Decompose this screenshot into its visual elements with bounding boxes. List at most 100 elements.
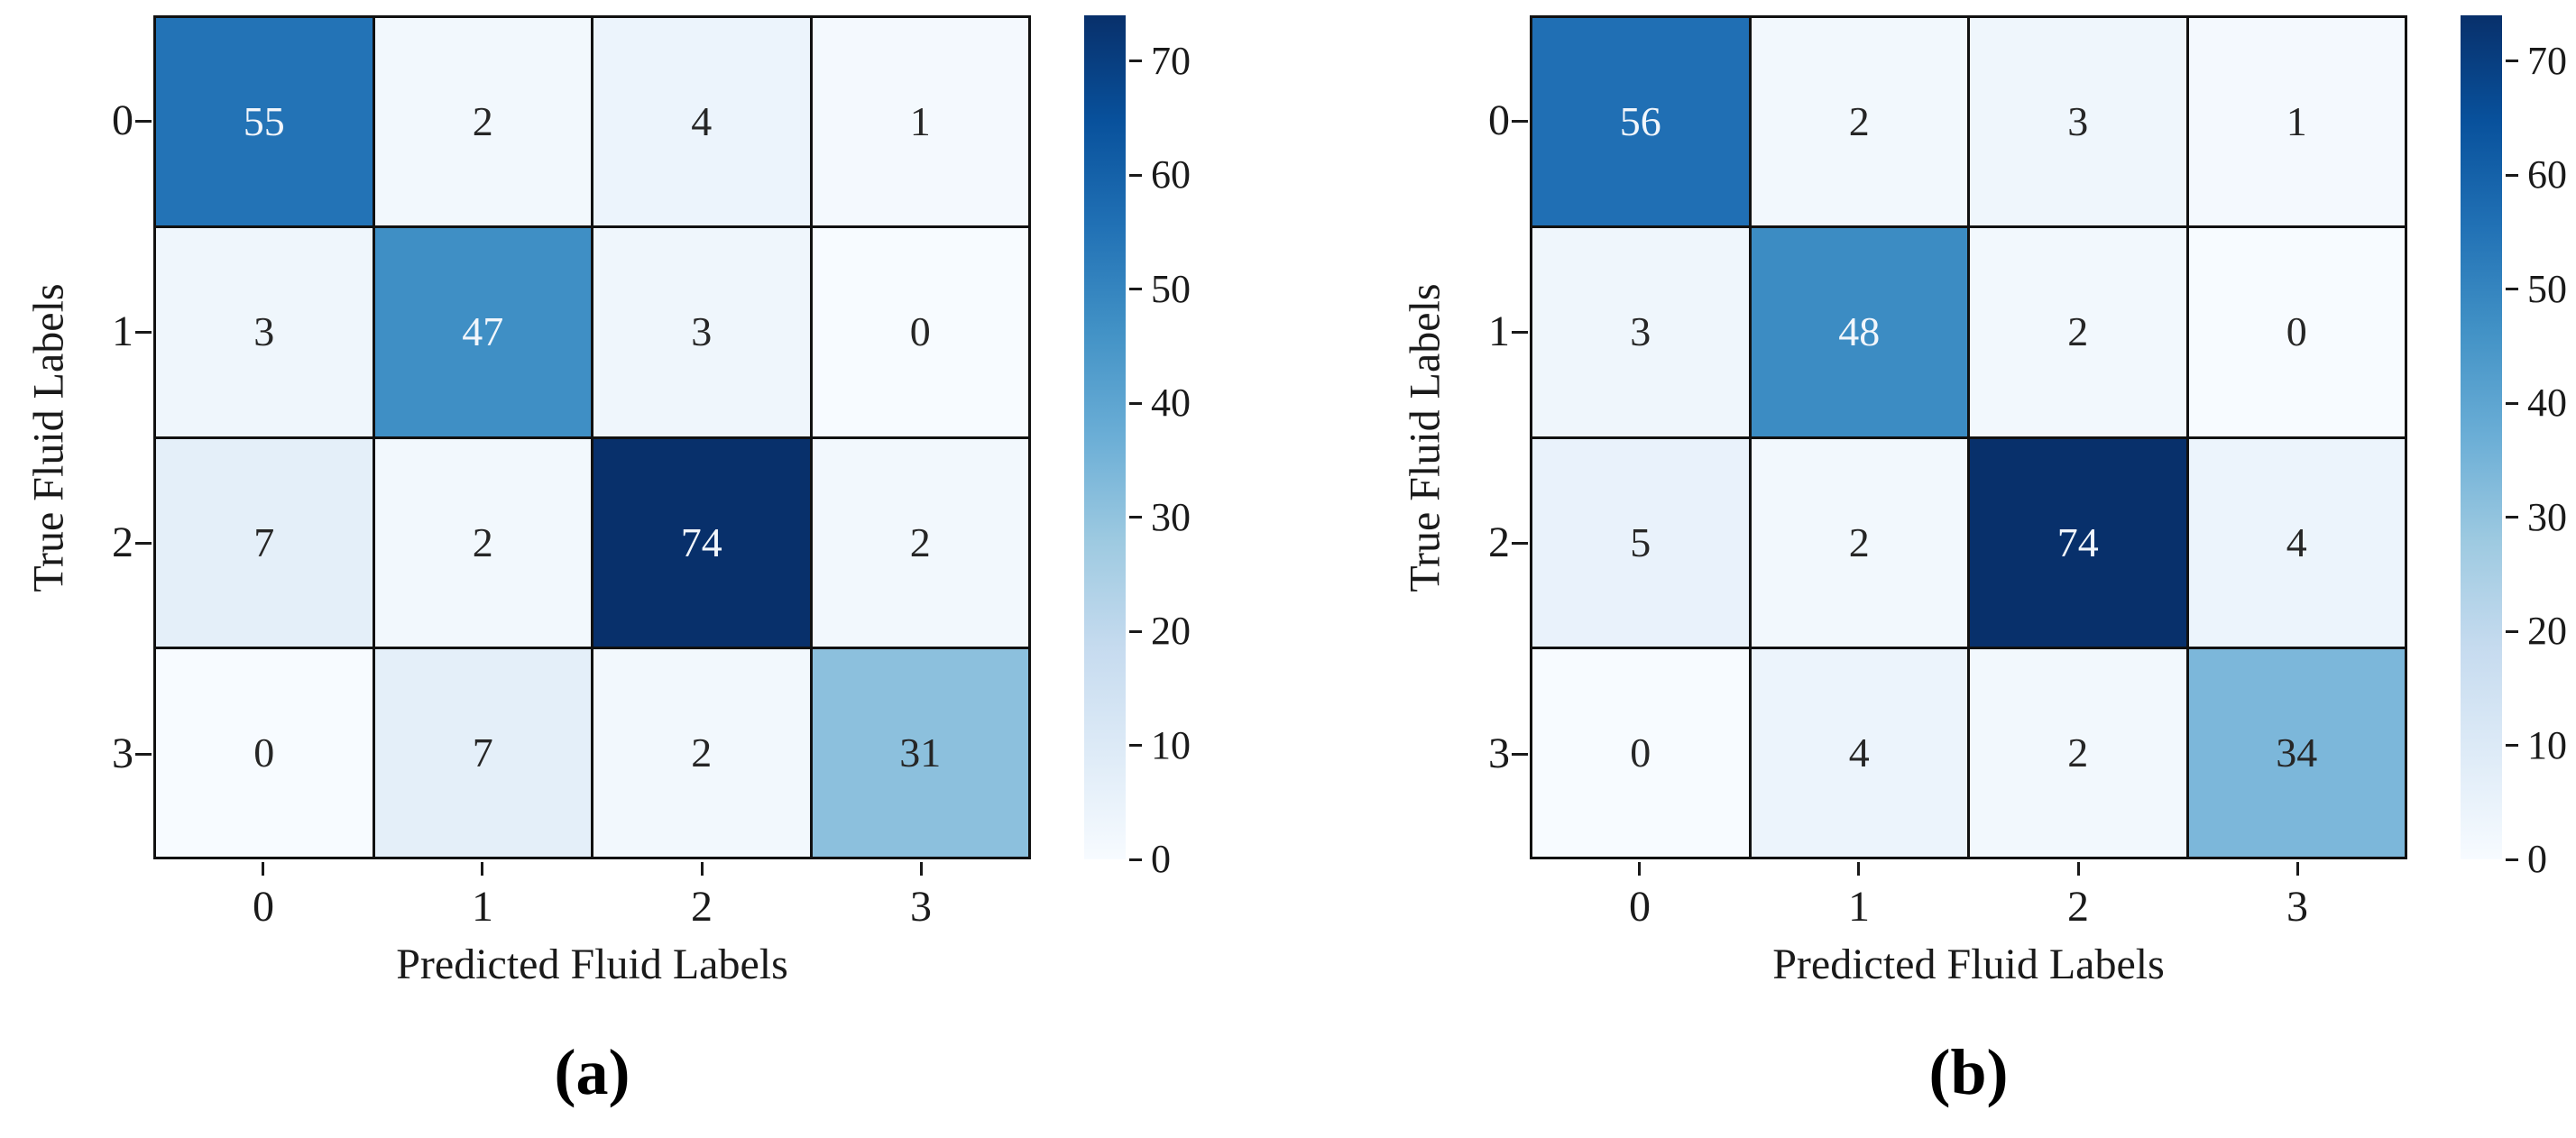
y-tick-mark-1 (135, 331, 152, 334)
colorbar-tick-label-50: 50 (2527, 267, 2567, 311)
x-tick-mark-3 (2296, 862, 2299, 876)
colorbar-tick-mark-50 (2506, 288, 2518, 290)
colorbar-a (1084, 15, 1126, 859)
confusion-matrix-a: 55 2 4 1 3 47 3 0 7 2 74 2 0 7 2 31 (153, 15, 1031, 859)
y-tick-mark-2 (135, 542, 152, 545)
heatmap-cell-r3c0: 0 (1532, 648, 1749, 857)
colorbar-tick-label-0: 0 (2527, 837, 2547, 881)
y-tick-label-3: 3 (1488, 730, 1510, 777)
colorbar-tick-label-0: 0 (1151, 837, 1171, 881)
colorbar-tick-mark-20 (1129, 630, 1142, 633)
x-tick-label-3: 3 (910, 883, 932, 931)
y-tick-label-1: 1 (1488, 307, 1510, 355)
heatmap-cell-r2c3: 2 (812, 438, 1028, 647)
x-tick-mark-1 (1857, 862, 1860, 876)
heatmap-cell-r2c1: 2 (374, 438, 591, 647)
x-tick-label-0: 0 (253, 883, 274, 931)
x-tick-label-2: 2 (691, 883, 713, 931)
y-tick-mark-0 (1512, 120, 1528, 123)
heatmap-cell-r3c0: 0 (156, 648, 373, 857)
heatmap-cell-r0c1: 2 (1751, 18, 1967, 226)
colorbar-tick-mark-30 (1129, 516, 1142, 519)
colorbar-tick-mark-60 (2506, 174, 2518, 177)
colorbar-tick-mark-10 (1129, 744, 1142, 747)
colorbar-tick-label-40: 40 (1151, 381, 1191, 425)
heatmap-cell-r2c0: 7 (156, 438, 373, 647)
subfigure-caption-b: (b) (1928, 1036, 2009, 1108)
x-tick-mark-3 (920, 862, 923, 876)
heatmap-cell-r0c3: 1 (2188, 18, 2405, 226)
heatmap-cell-r3c3: 34 (2188, 648, 2405, 857)
colorbar-b (2461, 15, 2502, 859)
x-tick-mark-1 (481, 862, 483, 876)
y-tick-mark-0 (135, 120, 152, 123)
colorbar-tick-mark-0 (1129, 858, 1142, 861)
heatmap-cell-r3c2: 2 (593, 648, 810, 857)
x-tick-label-0: 0 (1629, 883, 1651, 931)
heatmap-cell-r1c0: 3 (156, 228, 373, 436)
colorbar-tick-mark-70 (1129, 60, 1142, 62)
colorbar-tick-label-30: 30 (2527, 495, 2567, 539)
heatmap-cell-r3c1: 7 (374, 648, 591, 857)
colorbar-tick-mark-40 (1129, 402, 1142, 405)
heatmap-cell-r3c2: 2 (1970, 648, 2186, 857)
y-tick-label-0: 0 (112, 96, 133, 144)
x-axis-label: Predicted Fluid Labels (1772, 941, 2165, 988)
heatmap-cell-r2c1: 2 (1751, 438, 1967, 647)
colorbar-tick-label-40: 40 (2527, 381, 2567, 425)
x-tick-mark-0 (262, 862, 264, 876)
colorbar-tick-label-10: 10 (2527, 723, 2567, 767)
colorbar-tick-mark-60 (1129, 174, 1142, 177)
heatmap-cell-r1c3: 0 (2188, 228, 2405, 436)
x-tick-mark-2 (2077, 862, 2080, 876)
colorbar-tick-label-20: 20 (2527, 609, 2567, 653)
x-axis-label: Predicted Fluid Labels (396, 941, 788, 988)
colorbar-tick-label-50: 50 (1151, 267, 1191, 311)
heatmap-cell-r0c0: 56 (1532, 18, 1749, 226)
heatmap-cell-r3c3: 31 (812, 648, 1028, 857)
x-tick-mark-0 (1638, 862, 1641, 876)
y-tick-mark-3 (135, 753, 152, 756)
colorbar-tick-label-60: 60 (2527, 152, 2567, 197)
heatmap-cell-r0c3: 1 (812, 18, 1028, 226)
colorbar-tick-mark-30 (2506, 516, 2518, 519)
heatmap-cell-r1c2: 2 (1970, 228, 2186, 436)
heatmap-cell-r1c0: 3 (1532, 228, 1749, 436)
y-tick-label-0: 0 (1488, 96, 1510, 144)
heatmap-cell-r1c2: 3 (593, 228, 810, 436)
colorbar-tick-mark-0 (2506, 858, 2518, 861)
colorbar-tick-label-70: 70 (1151, 39, 1191, 83)
y-tick-mark-1 (1512, 331, 1528, 334)
heatmap-cell-r2c2: 74 (593, 438, 810, 647)
panel-b: True Fluid Labels 56 2 3 1 3 48 2 0 5 2 74 4 0 4 2 34 P… (1376, 0, 2576, 1138)
x-tick-label-1: 1 (472, 883, 493, 931)
colorbar-tick-mark-50 (1129, 288, 1142, 290)
colorbar-tick-mark-70 (2506, 60, 2518, 62)
heatmap-cell-r0c2: 3 (1970, 18, 2186, 226)
heatmap-cell-r2c3: 4 (2188, 438, 2405, 647)
colorbar-tick-label-20: 20 (1151, 609, 1191, 653)
panel-a: True Fluid Labels 55 2 4 1 3 47 3 0 7 2 74 2 0 7 2 31 P… (25, 15, 1191, 1108)
y-tick-label-1: 1 (112, 307, 133, 355)
x-tick-label-3: 3 (2286, 883, 2308, 931)
subfigure-caption-a: (a) (554, 1036, 630, 1108)
heatmap-cell-r3c1: 4 (1751, 648, 1967, 857)
colorbar-tick-label-70: 70 (2527, 39, 2567, 83)
y-tick-label-2: 2 (1488, 519, 1510, 566)
heatmap-cell-r1c1: 47 (374, 228, 591, 436)
confusion-matrix-b: 56 2 3 1 3 48 2 0 5 2 74 4 0 4 2 34 (1530, 15, 2407, 859)
x-tick-mark-2 (701, 862, 704, 876)
colorbar-tick-mark-20 (2506, 630, 2518, 633)
heatmap-cell-r0c0: 55 (156, 18, 373, 226)
heatmap-cell-r2c0: 5 (1532, 438, 1749, 647)
heatmap-cell-r0c1: 2 (374, 18, 591, 226)
colorbar-tick-label-60: 60 (1151, 152, 1191, 197)
y-tick-label-3: 3 (112, 730, 133, 777)
heatmap-cell-r1c3: 0 (812, 228, 1028, 436)
heatmap-cell-r2c2: 74 (1970, 438, 2186, 647)
x-tick-label-2: 2 (2067, 883, 2089, 931)
x-tick-label-1: 1 (1848, 883, 1870, 931)
colorbar-tick-label-10: 10 (1151, 723, 1191, 767)
y-tick-label-2: 2 (112, 519, 133, 566)
